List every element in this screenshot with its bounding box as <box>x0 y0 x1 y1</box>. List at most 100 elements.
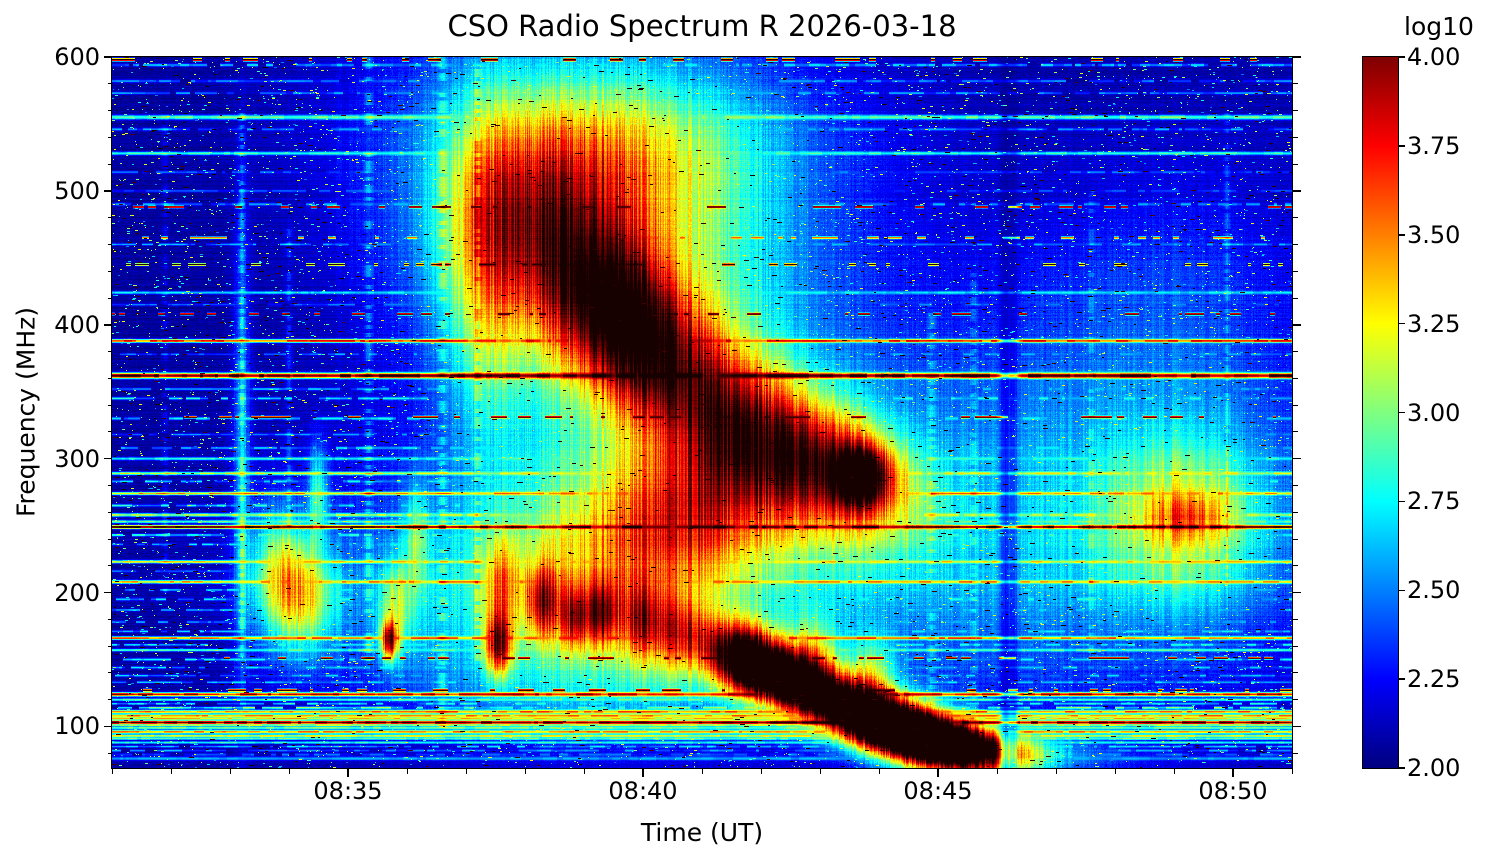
y-minor-tick-right <box>1293 163 1298 165</box>
y-minor-tick-right <box>1293 110 1298 112</box>
x-minor-tick <box>1291 769 1293 774</box>
y-minor-tick <box>107 511 112 513</box>
y-minor-tick <box>107 243 112 245</box>
y-minor-tick <box>107 672 112 674</box>
colorbar-tick-label: 2.00 <box>1407 754 1461 782</box>
y-minor-tick <box>107 83 112 85</box>
y-major-tick-right <box>1293 591 1301 594</box>
y-minor-tick-right <box>1293 243 1298 245</box>
colorbar <box>1363 57 1398 768</box>
y-minor-tick-right <box>1293 297 1298 299</box>
x-major-tick <box>937 769 939 777</box>
x-tick-label: 08:50 <box>1198 777 1268 805</box>
x-minor-tick <box>111 769 113 774</box>
x-minor-tick <box>760 769 762 774</box>
y-tick-label: 600 <box>54 43 100 71</box>
y-minor-tick-right <box>1293 217 1298 219</box>
x-minor-tick <box>1173 769 1175 774</box>
y-major-tick <box>104 591 112 594</box>
y-minor-tick <box>107 297 112 299</box>
colorbar-tick <box>1399 500 1405 503</box>
y-major-tick <box>104 56 112 58</box>
colorbar-tick <box>1399 322 1405 325</box>
colorbar-tick <box>1399 678 1405 680</box>
y-major-tick-right <box>1293 324 1301 326</box>
x-minor-tick <box>229 769 231 774</box>
y-major-tick <box>104 324 112 326</box>
y-minor-tick-right <box>1293 752 1298 754</box>
colorbar-tick-label: 4.00 <box>1407 43 1461 71</box>
colorbar-tick-label: 3.75 <box>1407 131 1461 160</box>
x-minor-tick <box>583 769 585 774</box>
x-minor-tick <box>465 769 467 774</box>
x-minor-tick <box>1055 769 1057 774</box>
y-minor-tick <box>107 565 112 567</box>
x-minor-tick <box>996 769 998 774</box>
y-minor-tick <box>107 110 112 112</box>
x-tick-label: 08:35 <box>313 777 383 805</box>
colorbar-tick-label: 2.25 <box>1407 665 1461 694</box>
x-major-tick <box>347 769 349 777</box>
chart-title: CSO Radio Spectrum R 2026-03-18 <box>447 9 957 43</box>
x-axis-label: Time (UT) <box>640 818 764 847</box>
colorbar-tick-label: 3.25 <box>1407 309 1461 338</box>
y-minor-tick-right <box>1293 618 1298 620</box>
y-minor-tick-right <box>1293 270 1298 272</box>
y-tick-label: 300 <box>54 444 100 473</box>
y-minor-tick <box>107 645 112 647</box>
colorbar-tick <box>1399 56 1405 58</box>
x-major-tick <box>1232 769 1234 777</box>
y-major-tick <box>104 725 112 728</box>
y-major-tick-right <box>1293 56 1301 58</box>
y-major-tick-right <box>1293 190 1301 192</box>
y-minor-tick <box>107 538 112 540</box>
y-minor-tick-right <box>1293 83 1298 85</box>
colorbar-tick-label: 3.50 <box>1407 220 1461 249</box>
colorbar-tick-label: 2.75 <box>1407 487 1461 516</box>
colorbar-tick <box>1399 589 1405 591</box>
y-major-tick <box>104 190 112 192</box>
x-minor-tick <box>819 769 821 774</box>
y-minor-tick-right <box>1293 431 1298 433</box>
x-tick-label: 08:40 <box>608 777 678 805</box>
colorbar-label: log10 <box>1404 12 1474 41</box>
y-minor-tick-right <box>1293 404 1298 406</box>
y-minor-tick <box>107 404 112 406</box>
y-minor-tick-right <box>1293 565 1298 567</box>
y-minor-tick-right <box>1293 351 1298 353</box>
y-minor-tick <box>107 484 112 486</box>
y-major-tick-right <box>1293 725 1301 728</box>
x-minor-tick <box>288 769 290 774</box>
x-minor-tick <box>170 769 172 774</box>
x-minor-tick <box>1114 769 1116 774</box>
y-minor-tick <box>107 377 112 379</box>
colorbar-tick <box>1399 234 1405 236</box>
y-major-tick <box>104 457 112 460</box>
y-minor-tick-right <box>1293 511 1298 513</box>
y-minor-tick <box>107 699 112 701</box>
spectrogram-heatmap <box>112 57 1292 768</box>
y-minor-tick <box>107 217 112 219</box>
x-tick-label: 08:45 <box>903 777 973 805</box>
y-minor-tick-right <box>1293 377 1298 379</box>
x-major-tick <box>642 769 644 777</box>
y-minor-tick <box>107 752 112 754</box>
y-minor-tick-right <box>1293 484 1298 486</box>
y-minor-tick <box>107 163 112 165</box>
y-tick-label: 500 <box>54 176 100 205</box>
y-minor-tick <box>107 431 112 433</box>
y-tick-label: 200 <box>54 578 100 607</box>
x-minor-tick <box>406 769 408 774</box>
y-tick-label: 100 <box>54 712 100 741</box>
x-minor-tick <box>701 769 703 774</box>
y-minor-tick <box>107 270 112 272</box>
colorbar-tick <box>1399 411 1405 414</box>
y-minor-tick <box>107 618 112 620</box>
colorbar-tick-label: 2.50 <box>1407 576 1461 605</box>
y-minor-tick <box>107 136 112 138</box>
y-minor-tick-right <box>1293 136 1298 138</box>
colorbar-tick-label: 3.00 <box>1407 398 1461 427</box>
y-minor-tick-right <box>1293 645 1298 647</box>
y-major-tick-right <box>1293 457 1301 460</box>
